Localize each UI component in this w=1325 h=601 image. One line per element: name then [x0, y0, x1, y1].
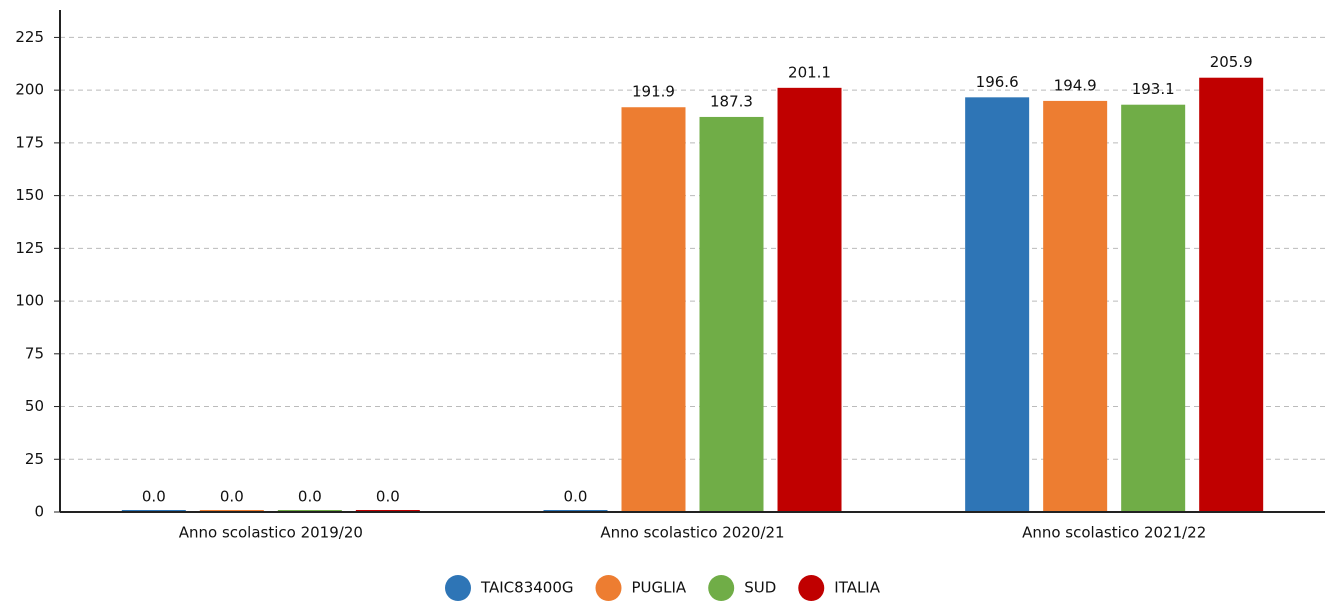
legend-swatch	[708, 575, 735, 601]
data-label: 196.6	[976, 73, 1019, 91]
data-label: 201.1	[788, 63, 831, 81]
legend-swatch	[798, 575, 825, 601]
bar	[1199, 77, 1264, 512]
y-tick-label: 200	[15, 81, 44, 99]
legend-label: SUD	[744, 579, 776, 597]
x-tick-label: Anno scolastico 2019/20	[179, 524, 363, 542]
bar	[699, 116, 764, 512]
legend-swatch	[445, 575, 471, 601]
y-tick-label: 125	[15, 239, 44, 257]
y-tick-label: 0	[34, 503, 44, 521]
bar	[777, 87, 842, 513]
data-label: 194.9	[1054, 76, 1097, 94]
legend-label: TAIC83400G	[480, 579, 574, 597]
legend-label: PUGLIA	[632, 579, 687, 597]
bar	[621, 107, 686, 512]
y-tick-label: 225	[15, 28, 44, 46]
data-label: 193.1	[1132, 80, 1175, 98]
data-label: 187.3	[710, 92, 753, 110]
y-tick-label: 150	[15, 186, 44, 204]
data-label: 0.0	[376, 488, 400, 506]
data-label: 0.0	[564, 488, 588, 506]
x-tick-label: Anno scolastico 2021/22	[1022, 524, 1206, 542]
data-label: 205.9	[1210, 53, 1253, 71]
data-label: 191.9	[632, 83, 675, 101]
legend-label: ITALIA	[834, 579, 880, 597]
data-label: 0.0	[220, 488, 244, 506]
bar	[1043, 100, 1108, 513]
x-tick-label: Anno scolastico 2020/21	[600, 524, 784, 542]
data-label: 0.0	[142, 488, 166, 506]
bar	[965, 97, 1030, 512]
legend-swatch	[595, 575, 622, 601]
data-label: 0.0	[298, 488, 322, 506]
y-tick-label: 50	[25, 397, 44, 415]
y-tick-label: 75	[25, 344, 44, 362]
y-tick-label: 175	[15, 133, 44, 151]
y-tick-label: 25	[25, 450, 44, 468]
bar	[1121, 104, 1186, 512]
y-tick-label: 100	[15, 292, 44, 310]
